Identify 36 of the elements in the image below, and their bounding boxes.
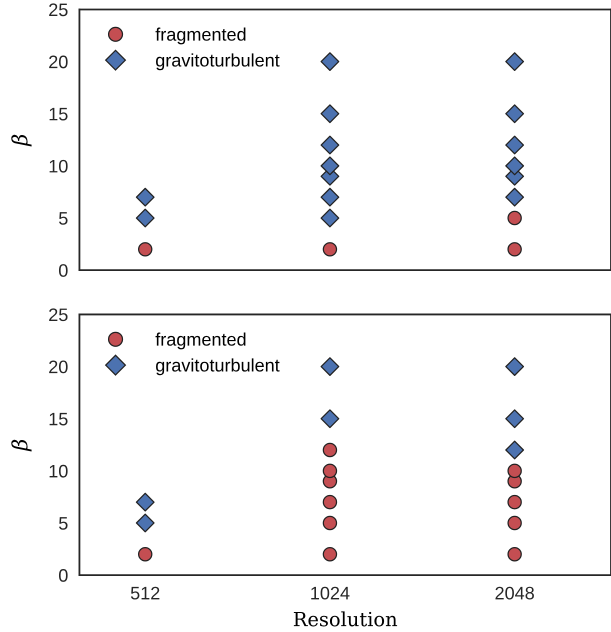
y-tick-label: 5 <box>59 212 68 225</box>
x-axis-title: Resolution <box>294 611 398 626</box>
point <box>320 208 340 228</box>
legend-label: fragmented <box>156 332 246 350</box>
y-tick-label: 20 <box>49 56 68 68</box>
legend-label: gravitoturbulent <box>156 358 280 376</box>
legend-label: gravitoturbulent <box>156 53 280 70</box>
y-axis-title: β <box>11 440 32 452</box>
y-tick-label: 0 <box>58 264 68 277</box>
y-tick-label: 20 <box>49 360 68 374</box>
y-tick-label: 15 <box>50 108 68 120</box>
y-tick-label: 15 <box>50 412 68 426</box>
point <box>507 242 522 257</box>
y-axis-title: β <box>11 134 32 146</box>
point <box>505 52 524 72</box>
y-tick-label: 10 <box>50 160 68 173</box>
point <box>320 156 340 176</box>
point <box>322 242 338 257</box>
point <box>505 188 524 207</box>
x-tick-label: 1024 <box>311 586 350 600</box>
point <box>320 136 340 154</box>
y-tick-label: 25 <box>49 3 68 16</box>
point <box>320 188 340 207</box>
point <box>507 210 522 226</box>
point <box>505 104 524 124</box>
point <box>505 156 524 176</box>
y-tick-label: 0 <box>58 569 68 582</box>
y-tick-label: 10 <box>50 464 68 478</box>
x-tick-label: 512 <box>130 586 160 600</box>
point <box>320 52 340 72</box>
y-tick-label: 5 <box>59 517 68 530</box>
y-tick-label: 25 <box>49 308 68 322</box>
point <box>505 136 524 154</box>
point <box>320 104 340 124</box>
legend-label: fragmented <box>156 28 246 44</box>
x-tick-label: 2048 <box>495 586 534 600</box>
